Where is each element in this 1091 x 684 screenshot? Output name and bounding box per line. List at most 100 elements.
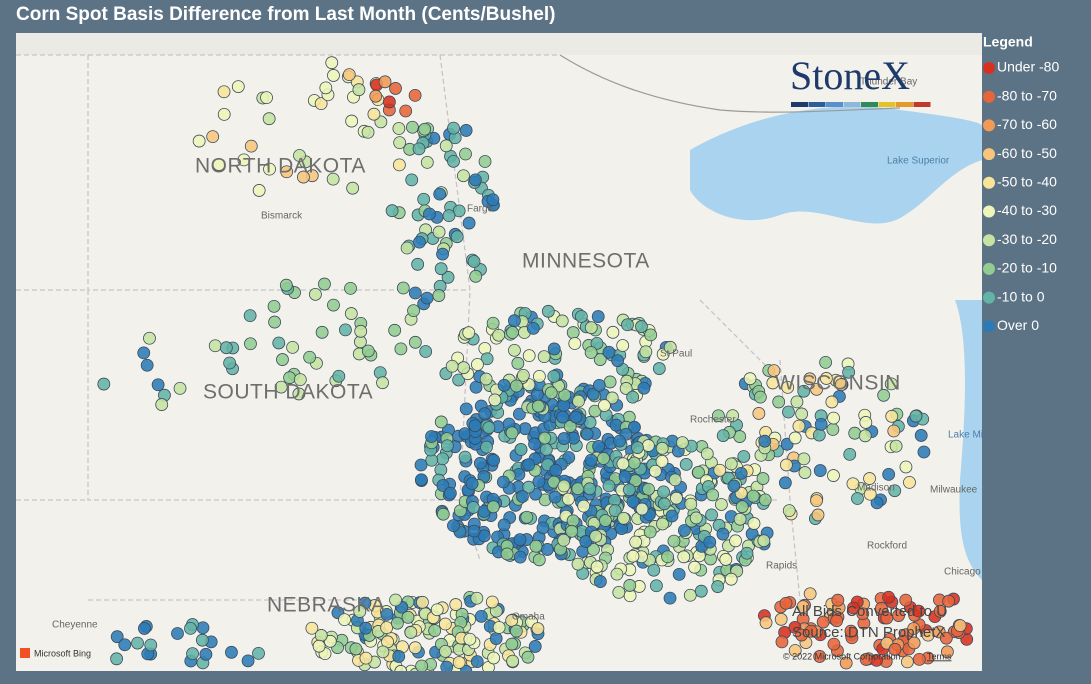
bid-point [488, 393, 502, 407]
bid-point [858, 429, 872, 443]
bid-point [683, 588, 697, 602]
lake-michigan [955, 300, 982, 580]
bid-point [413, 235, 426, 249]
bid-point [118, 638, 132, 652]
bid-point [851, 492, 864, 505]
bid-point [670, 491, 683, 505]
bid-point [110, 652, 123, 666]
bid-point [626, 495, 640, 509]
bid-point [243, 309, 257, 323]
bid-point [668, 473, 682, 487]
bid-point [726, 409, 740, 423]
bid-point [797, 384, 811, 398]
bid-point [584, 321, 598, 335]
bid-point [469, 380, 483, 394]
bid-point [468, 419, 482, 433]
bid-point [627, 456, 641, 470]
place-label: Chicago [944, 567, 981, 578]
bid-point [907, 636, 921, 650]
bid-point [778, 476, 792, 490]
bid-point [171, 627, 184, 640]
bid-point [711, 580, 725, 593]
bid-point [478, 155, 492, 168]
place-label: Rockford [867, 541, 907, 552]
bid-point [509, 624, 523, 638]
legend-label: -50 to -40 [997, 174, 1057, 190]
bid-point [389, 82, 402, 95]
bid-point [767, 364, 781, 378]
bid-point [352, 83, 366, 97]
bid-point [798, 466, 812, 479]
bid-point [195, 633, 209, 647]
bid-point [758, 493, 772, 507]
place-label: Thunder Bay [860, 77, 917, 88]
bid-point [626, 549, 640, 563]
bid-point [729, 534, 742, 548]
bid-point [325, 56, 339, 70]
bid-point [626, 390, 640, 404]
bid-point [566, 326, 580, 339]
bid-point [354, 324, 368, 338]
bid-point [547, 369, 561, 383]
bid-point [447, 154, 460, 168]
bid-point [225, 645, 238, 659]
bid-point [408, 286, 422, 300]
bid-point [804, 624, 818, 638]
bid-point [344, 281, 357, 295]
bid-point [428, 624, 442, 638]
bid-point [323, 634, 337, 648]
bid-point [616, 339, 630, 352]
bid-point [657, 497, 671, 511]
bid-point [544, 386, 558, 400]
bid-point [875, 601, 888, 615]
bid-point [155, 398, 169, 411]
bid-point [599, 514, 612, 527]
bid-point [532, 553, 546, 567]
bid-point [594, 575, 607, 588]
place-label: Bismarck [261, 211, 303, 222]
bid-point [319, 81, 333, 95]
bid-point [408, 88, 422, 102]
bid-point [813, 650, 827, 663]
bid-point [539, 443, 553, 457]
bid-point [752, 407, 766, 420]
bid-point [774, 612, 788, 626]
bid-point [338, 613, 351, 627]
bid-point [436, 507, 450, 521]
bid-point [863, 472, 876, 485]
bid-point [719, 553, 733, 566]
bid-point [457, 361, 470, 375]
bid-point [847, 601, 860, 615]
bid-point [389, 593, 402, 607]
bid-point [917, 445, 931, 459]
bid-point [244, 337, 257, 351]
bid-point [516, 368, 530, 382]
place-label: Madison [857, 483, 895, 494]
bid-point [740, 546, 754, 560]
bid-point [315, 325, 329, 339]
bid-point [393, 136, 407, 150]
bid-point [631, 441, 644, 454]
terms-link[interactable]: Terms [927, 651, 952, 661]
bid-point [420, 155, 434, 169]
bid-point [522, 349, 536, 363]
state-label: WISCONSIN [775, 372, 901, 395]
bid-point [746, 489, 760, 503]
bid-point [613, 434, 626, 448]
bid-point [782, 504, 796, 518]
bid-point [505, 614, 519, 627]
bid-point [506, 654, 520, 668]
bid-point [870, 496, 884, 510]
bid-point [792, 419, 806, 433]
bid-point [694, 584, 708, 598]
bid-point [452, 656, 466, 669]
bid-point [939, 631, 953, 645]
bid-point [637, 381, 651, 395]
legend-label: -10 to 0 [997, 288, 1045, 304]
bid-point [677, 524, 691, 537]
bid-point [522, 458, 536, 472]
bid-point [473, 456, 487, 470]
bid-point [206, 130, 220, 144]
bing-logo [20, 648, 30, 658]
bid-point [602, 479, 616, 493]
